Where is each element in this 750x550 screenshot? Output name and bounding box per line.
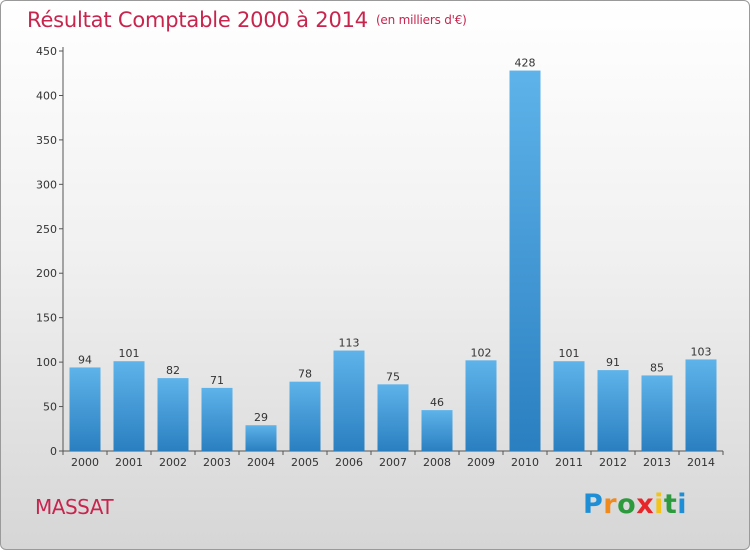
logo-letter: r bbox=[603, 489, 618, 520]
bar-value-label: 94 bbox=[78, 353, 92, 366]
bar bbox=[509, 70, 541, 452]
bar bbox=[377, 384, 409, 451]
logo-letter: i bbox=[654, 489, 664, 520]
bar bbox=[465, 360, 497, 451]
chart-title-text: Résultat Comptable 2000 à 2014 bbox=[27, 8, 368, 32]
bar-value-label: 113 bbox=[339, 337, 360, 350]
logo-letter: t bbox=[663, 489, 678, 520]
x-tick-label: 2007 bbox=[379, 456, 407, 469]
bar bbox=[597, 370, 629, 451]
y-tick-label: 350 bbox=[36, 134, 57, 147]
y-tick-label: 150 bbox=[36, 312, 57, 325]
bar bbox=[69, 367, 101, 451]
x-tick-label: 2012 bbox=[599, 456, 627, 469]
bar bbox=[641, 375, 673, 451]
bar-value-label: 82 bbox=[166, 364, 180, 377]
y-tick-label: 300 bbox=[36, 178, 57, 191]
bar-value-label: 71 bbox=[210, 374, 224, 387]
commune-name: MASSAT bbox=[35, 495, 114, 519]
y-tick-label: 400 bbox=[36, 89, 57, 102]
bar-value-label: 101 bbox=[119, 347, 140, 360]
bar bbox=[157, 378, 189, 451]
y-tick-label: 450 bbox=[36, 45, 57, 58]
x-tick-label: 2005 bbox=[291, 456, 319, 469]
logo-letter: o bbox=[617, 489, 637, 520]
x-tick-label: 2014 bbox=[687, 456, 715, 469]
bar-value-label: 428 bbox=[515, 57, 536, 70]
x-tick-label: 2008 bbox=[423, 456, 451, 469]
y-tick-label: 250 bbox=[36, 223, 57, 236]
x-tick-label: 2010 bbox=[511, 456, 539, 469]
bar bbox=[245, 425, 277, 451]
y-tick-label: 50 bbox=[43, 401, 57, 414]
x-tick-label: 2003 bbox=[203, 456, 231, 469]
y-tick-label: 200 bbox=[36, 267, 57, 280]
bar-value-label: 78 bbox=[298, 368, 312, 381]
bar bbox=[421, 410, 453, 451]
bar bbox=[333, 350, 365, 451]
logo-letter: i bbox=[677, 489, 688, 520]
chart-title: Résultat Comptable 2000 à 2014 (en millie… bbox=[27, 8, 467, 32]
bar-value-label: 101 bbox=[559, 347, 580, 360]
bar bbox=[553, 361, 585, 451]
x-tick-label: 2001 bbox=[115, 456, 143, 469]
bar bbox=[201, 387, 233, 451]
bar-value-label: 102 bbox=[471, 346, 492, 359]
bar bbox=[289, 381, 321, 451]
bar-value-label: 91 bbox=[606, 356, 620, 369]
chart-unit-note: (en milliers d'€) bbox=[375, 13, 467, 27]
x-tick-label: 2009 bbox=[467, 456, 495, 469]
bar bbox=[685, 359, 717, 451]
x-tick-label: 2006 bbox=[335, 456, 363, 469]
logo-letter: P bbox=[583, 489, 604, 520]
x-tick-label: 2013 bbox=[643, 456, 671, 469]
logo-letter: x bbox=[636, 489, 655, 520]
x-tick-label: 2002 bbox=[159, 456, 187, 469]
proxiti-logo[interactable]: Proxiti bbox=[583, 489, 687, 520]
x-tick-label: 2004 bbox=[247, 456, 275, 469]
bar-value-label: 46 bbox=[430, 396, 444, 409]
y-tick-label: 0 bbox=[50, 445, 57, 458]
bar-value-label: 103 bbox=[691, 345, 712, 358]
y-tick-label: 100 bbox=[36, 356, 57, 369]
bar bbox=[113, 361, 145, 451]
bar-value-label: 29 bbox=[254, 411, 268, 424]
bar-value-label: 75 bbox=[386, 370, 400, 383]
bar-value-label: 85 bbox=[650, 361, 664, 374]
x-tick-label: 2011 bbox=[555, 456, 583, 469]
x-tick-label: 2000 bbox=[71, 456, 99, 469]
